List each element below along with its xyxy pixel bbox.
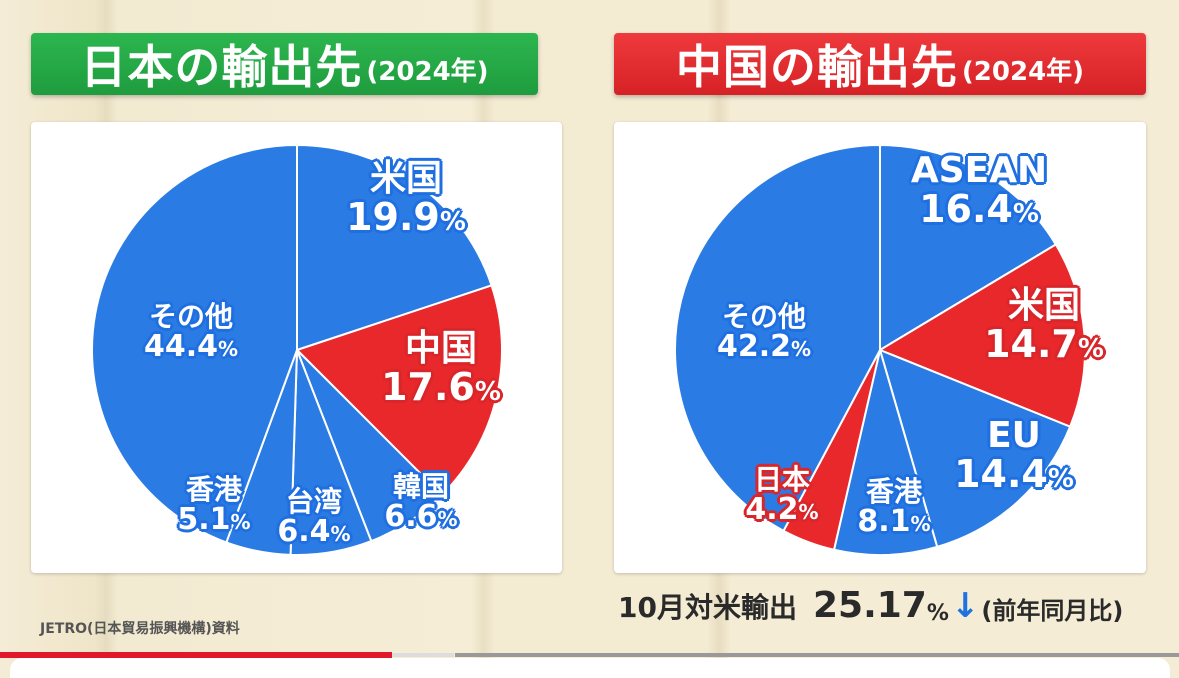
label-taiwan: 台湾 6.4% — [277, 485, 351, 550]
pie-slice — [877, 243, 1086, 428]
note-label: 10月対米輸出 — [618, 591, 797, 624]
china-exports-title: 中国の輸出先 (2024年) — [614, 33, 1146, 95]
progress-track — [392, 653, 454, 657]
title-year: (2024年) — [961, 56, 1085, 87]
label-hongkong: 香港 8.1% — [857, 475, 931, 540]
title-text: 日本の輸出先 — [80, 40, 363, 94]
us-export-note: 10月対米輸出 25.17 % ↓ (前年同月比) — [618, 585, 1123, 626]
note-unit: % — [926, 601, 949, 626]
label-others: その他 44.4% — [143, 300, 239, 365]
title-text: 中国の輸出先 — [675, 40, 958, 94]
down-arrow-icon: ↓ — [950, 586, 980, 626]
label-others: その他 42.2% — [716, 300, 812, 365]
note-value: 25.17 — [812, 585, 927, 626]
pie-slice — [295, 284, 503, 497]
pie-slice — [91, 143, 298, 544]
label-hongkong: 香港 5.1% — [177, 473, 251, 538]
bottom-sheet — [10, 658, 1170, 678]
progress-track-rest — [455, 653, 1179, 657]
japan-pie-panel: 米国 19.9% 中国 17.6% 韓国 6.6% 台湾 6.4% 香港 5.1% その他… — [31, 122, 562, 573]
pie-slice — [296, 143, 493, 352]
pie-slice — [674, 143, 881, 533]
label-eu: EU 14.4% — [954, 415, 1074, 496]
pie-slice — [879, 143, 1058, 352]
label-japan: 日本 4.2% — [745, 463, 819, 528]
label-china: 中国 17.6% — [381, 328, 501, 409]
china-pie-panel: ASEAN 16.4% 米国 14.7% EU 14.4% 香港 8.1% 日本 4.2%… — [614, 122, 1146, 573]
japan-exports-title: 日本の輸出先 (2024年) — [31, 33, 538, 95]
japan-pie-chart — [91, 143, 503, 556]
label-us: 米国 14.7% — [984, 285, 1104, 366]
title-year: (2024年) — [366, 56, 489, 87]
note-suffix: (前年同月比) — [981, 597, 1124, 625]
data-source: JETRO(日本貿易振興機構)資料 — [40, 621, 240, 637]
label-korea: 韓国 6.6% — [384, 470, 458, 535]
label-asean: ASEAN 16.4% — [910, 150, 1048, 231]
label-us: 米国 19.9% — [346, 158, 466, 239]
pie-slice — [878, 348, 1072, 549]
progress-bar — [0, 652, 392, 658]
china-pie-chart — [674, 143, 1086, 556]
pie-slice — [832, 346, 939, 556]
